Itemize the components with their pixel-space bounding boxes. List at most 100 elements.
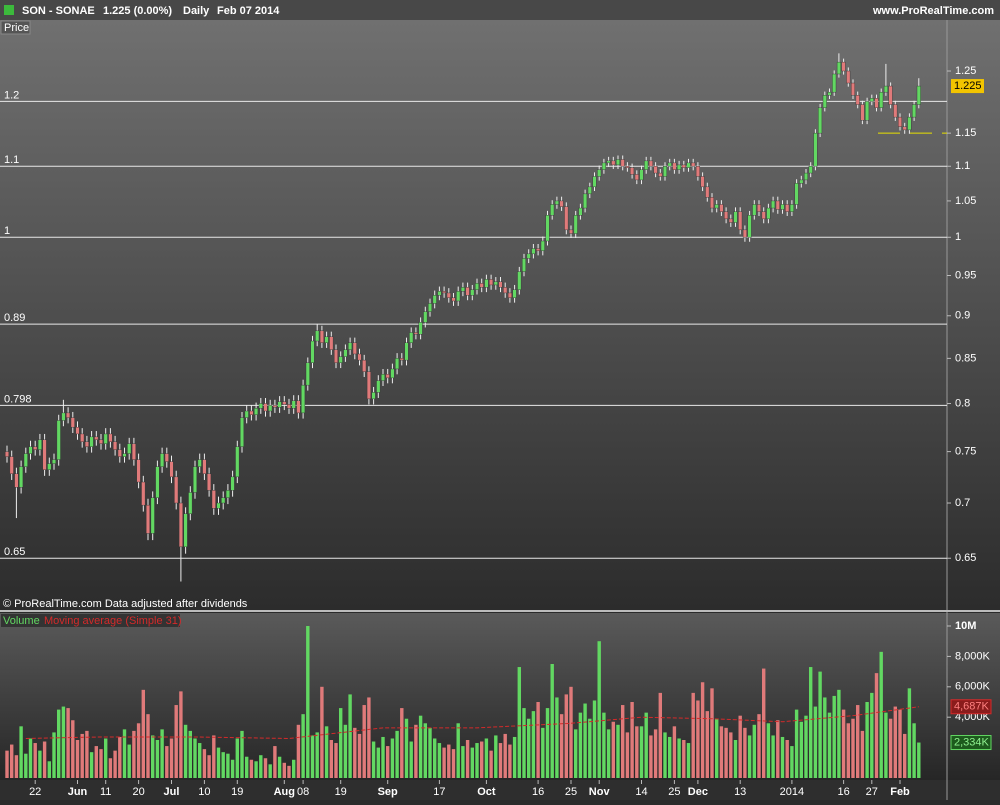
candle-body (724, 211, 729, 220)
volume-bar (804, 715, 808, 778)
candle-body (536, 248, 541, 252)
volume-bar (179, 691, 183, 778)
y-tick-label: 0.8 (955, 397, 970, 409)
x-tick-label: 16 (532, 786, 544, 798)
x-tick-label: 10 (198, 786, 210, 798)
candle-body (282, 401, 287, 405)
volume-bar (339, 708, 343, 778)
volume-bar (917, 742, 921, 778)
candle-body (686, 162, 691, 168)
volume-bar (635, 726, 639, 778)
candle-body (625, 166, 630, 168)
candle-body (874, 98, 879, 108)
x-tick-label: Sep (378, 786, 398, 798)
price-panel (0, 20, 1000, 610)
candle-body (117, 449, 122, 457)
candle-body (507, 292, 512, 298)
candle-body (155, 466, 160, 498)
candle-body (23, 453, 28, 467)
volume-bar (522, 708, 526, 778)
volume-bar (287, 765, 291, 778)
candle-body (254, 407, 259, 415)
volume-bar (780, 736, 785, 778)
volume-bar (193, 738, 197, 778)
candle-body (719, 204, 724, 212)
candle-body (540, 240, 545, 252)
y-tick-label: 0.9 (955, 310, 970, 322)
volume-bar (677, 738, 681, 778)
volume-bar (597, 641, 601, 778)
volume-bar (315, 732, 319, 778)
candle-body (249, 410, 254, 415)
x-tick-label: 17 (433, 786, 445, 798)
candle-body (141, 481, 146, 506)
candle-body (136, 459, 141, 483)
candle-body (827, 91, 832, 96)
candle-body (531, 248, 536, 255)
volume-bar (230, 759, 235, 778)
level-label: 0.89 (4, 312, 25, 324)
volume-bar (799, 721, 803, 778)
volume-bar (348, 694, 352, 778)
volume-bar (846, 723, 850, 778)
candle-body (601, 162, 606, 170)
candle-body (808, 166, 813, 174)
candle-body (230, 476, 235, 491)
candle-body (329, 336, 334, 350)
volume-bar (292, 759, 296, 778)
candle-body (916, 85, 921, 105)
volume-bar (99, 749, 103, 778)
candle-body (37, 439, 42, 450)
candle-body (428, 303, 433, 312)
volume-bar (235, 738, 239, 778)
candle-body (390, 368, 395, 379)
candle-body (592, 176, 597, 188)
date: Feb 07 2014 (217, 5, 280, 17)
candle-body (103, 433, 108, 444)
volume-bar (903, 733, 907, 778)
candle-body (569, 229, 574, 234)
candle-body (738, 211, 743, 231)
y-tick-label: 0.95 (955, 269, 976, 281)
volume-bar (818, 671, 822, 778)
candle-body (268, 405, 273, 412)
volume-bar (47, 761, 51, 778)
volume-bar (884, 712, 888, 778)
candle-body (287, 404, 292, 409)
candle-body (700, 176, 705, 188)
y-tick-label: 1.05 (955, 195, 976, 207)
volume-bar (10, 744, 14, 778)
volume-bar (390, 738, 395, 778)
candle-body (658, 172, 663, 177)
candle-body (47, 463, 52, 470)
volume-bar (465, 740, 470, 778)
candle-body (545, 215, 550, 242)
volume-bar (860, 730, 865, 778)
volume-bar (132, 730, 136, 778)
volume-bar (578, 712, 583, 778)
candle-body (66, 412, 71, 418)
candle-body (108, 433, 113, 442)
candle-body (216, 502, 221, 509)
x-tick-label: Feb (890, 786, 910, 798)
volume-bar (423, 723, 427, 778)
volume-bar (536, 702, 540, 778)
candle-body (766, 207, 771, 220)
candle-body (630, 167, 635, 175)
candle-body (841, 61, 846, 72)
candle-body (752, 204, 757, 216)
candle-body (822, 95, 827, 108)
volume-bar (183, 724, 188, 778)
volume-bar (682, 740, 686, 778)
candle-body (310, 340, 315, 363)
candle-body (879, 91, 884, 108)
candle-body (578, 207, 583, 216)
volume-bar (155, 740, 160, 778)
volume-bar (310, 735, 315, 778)
volume-bar (574, 729, 578, 778)
candle-body (733, 211, 738, 223)
volume-bar (306, 626, 310, 778)
candle-body (681, 164, 686, 168)
